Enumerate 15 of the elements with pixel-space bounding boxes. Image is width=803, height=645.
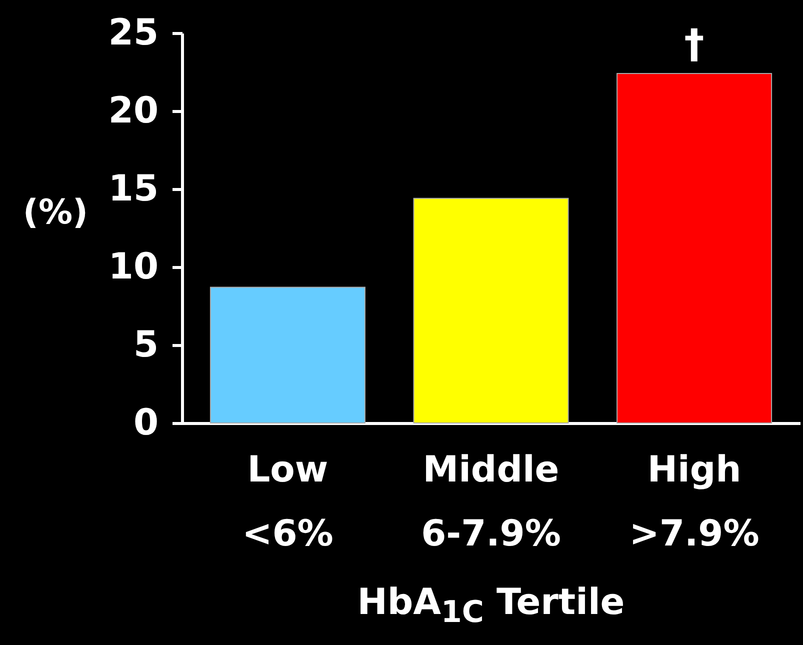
annotation: †: [684, 22, 704, 68]
x-axis-title: HbA$_{1C}$ Tertile: [356, 582, 626, 630]
y-axis-title: (%): [22, 192, 88, 232]
bar: [210, 286, 366, 424]
y-tick-label: 0: [133, 402, 158, 444]
y-tick-label: 5: [133, 324, 158, 366]
y-tick-label: 15: [108, 168, 158, 210]
bar: [616, 73, 772, 424]
y-tick-label: 25: [108, 12, 158, 54]
x-tick-label: Middle 6-7.9%: [421, 450, 561, 554]
x-tick-label: Low <6%: [242, 450, 334, 554]
x-tick-label: High >7.9%: [629, 450, 760, 554]
y-tick-label: 20: [108, 90, 158, 132]
y-tick-label: 10: [108, 246, 158, 288]
bar: [413, 198, 569, 424]
